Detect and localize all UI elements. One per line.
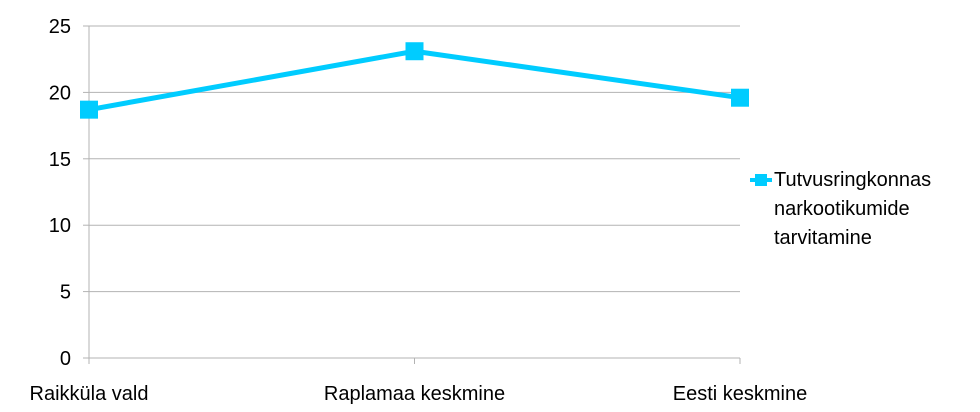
data-point-marker bbox=[80, 100, 98, 119]
y-tick-label: 10 bbox=[49, 215, 71, 237]
x-tick-label: Raplamaa keskmine bbox=[324, 383, 505, 405]
y-tick-label: 5 bbox=[60, 282, 71, 304]
legend-label: Tutvusringkonnas narkootikumide tarvitam… bbox=[774, 169, 932, 249]
x-tick-label: Raikküla vald bbox=[30, 383, 149, 405]
x-tick-label: Eesti keskmine bbox=[673, 383, 808, 405]
y-tick-label: 20 bbox=[49, 82, 71, 104]
legend-marker-icon bbox=[750, 166, 772, 192]
y-tick-label: 25 bbox=[49, 16, 71, 38]
y-tick-label: 15 bbox=[49, 149, 71, 171]
y-tick-label: 0 bbox=[60, 348, 71, 370]
legend: Tutvusringkonnas narkootikumide tarvitam… bbox=[750, 166, 980, 253]
data-point-marker bbox=[405, 42, 424, 61]
data-point-marker bbox=[731, 88, 749, 107]
